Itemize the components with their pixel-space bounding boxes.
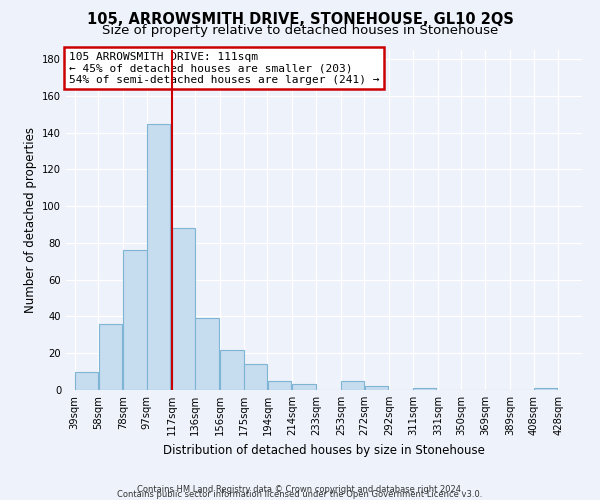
- Text: Size of property relative to detached houses in Stonehouse: Size of property relative to detached ho…: [102, 24, 498, 37]
- Bar: [147, 124, 170, 390]
- Bar: [98, 324, 122, 390]
- Bar: [341, 381, 364, 390]
- Bar: [172, 228, 195, 390]
- Text: 105, ARROWSMITH DRIVE, STONEHOUSE, GL10 2QS: 105, ARROWSMITH DRIVE, STONEHOUSE, GL10 …: [86, 12, 514, 28]
- Bar: [533, 388, 557, 390]
- Bar: [365, 386, 388, 390]
- Bar: [196, 318, 219, 390]
- X-axis label: Distribution of detached houses by size in Stonehouse: Distribution of detached houses by size …: [163, 444, 485, 456]
- Bar: [413, 388, 436, 390]
- Text: Contains HM Land Registry data © Crown copyright and database right 2024.: Contains HM Land Registry data © Crown c…: [137, 485, 463, 494]
- Y-axis label: Number of detached properties: Number of detached properties: [23, 127, 37, 313]
- Bar: [244, 364, 267, 390]
- Bar: [75, 372, 98, 390]
- Bar: [124, 250, 146, 390]
- Text: Contains public sector information licensed under the Open Government Licence v3: Contains public sector information licen…: [118, 490, 482, 499]
- Bar: [292, 384, 316, 390]
- Text: 105 ARROWSMITH DRIVE: 111sqm
← 45% of detached houses are smaller (203)
54% of s: 105 ARROWSMITH DRIVE: 111sqm ← 45% of de…: [68, 52, 379, 85]
- Bar: [220, 350, 244, 390]
- Bar: [268, 381, 291, 390]
